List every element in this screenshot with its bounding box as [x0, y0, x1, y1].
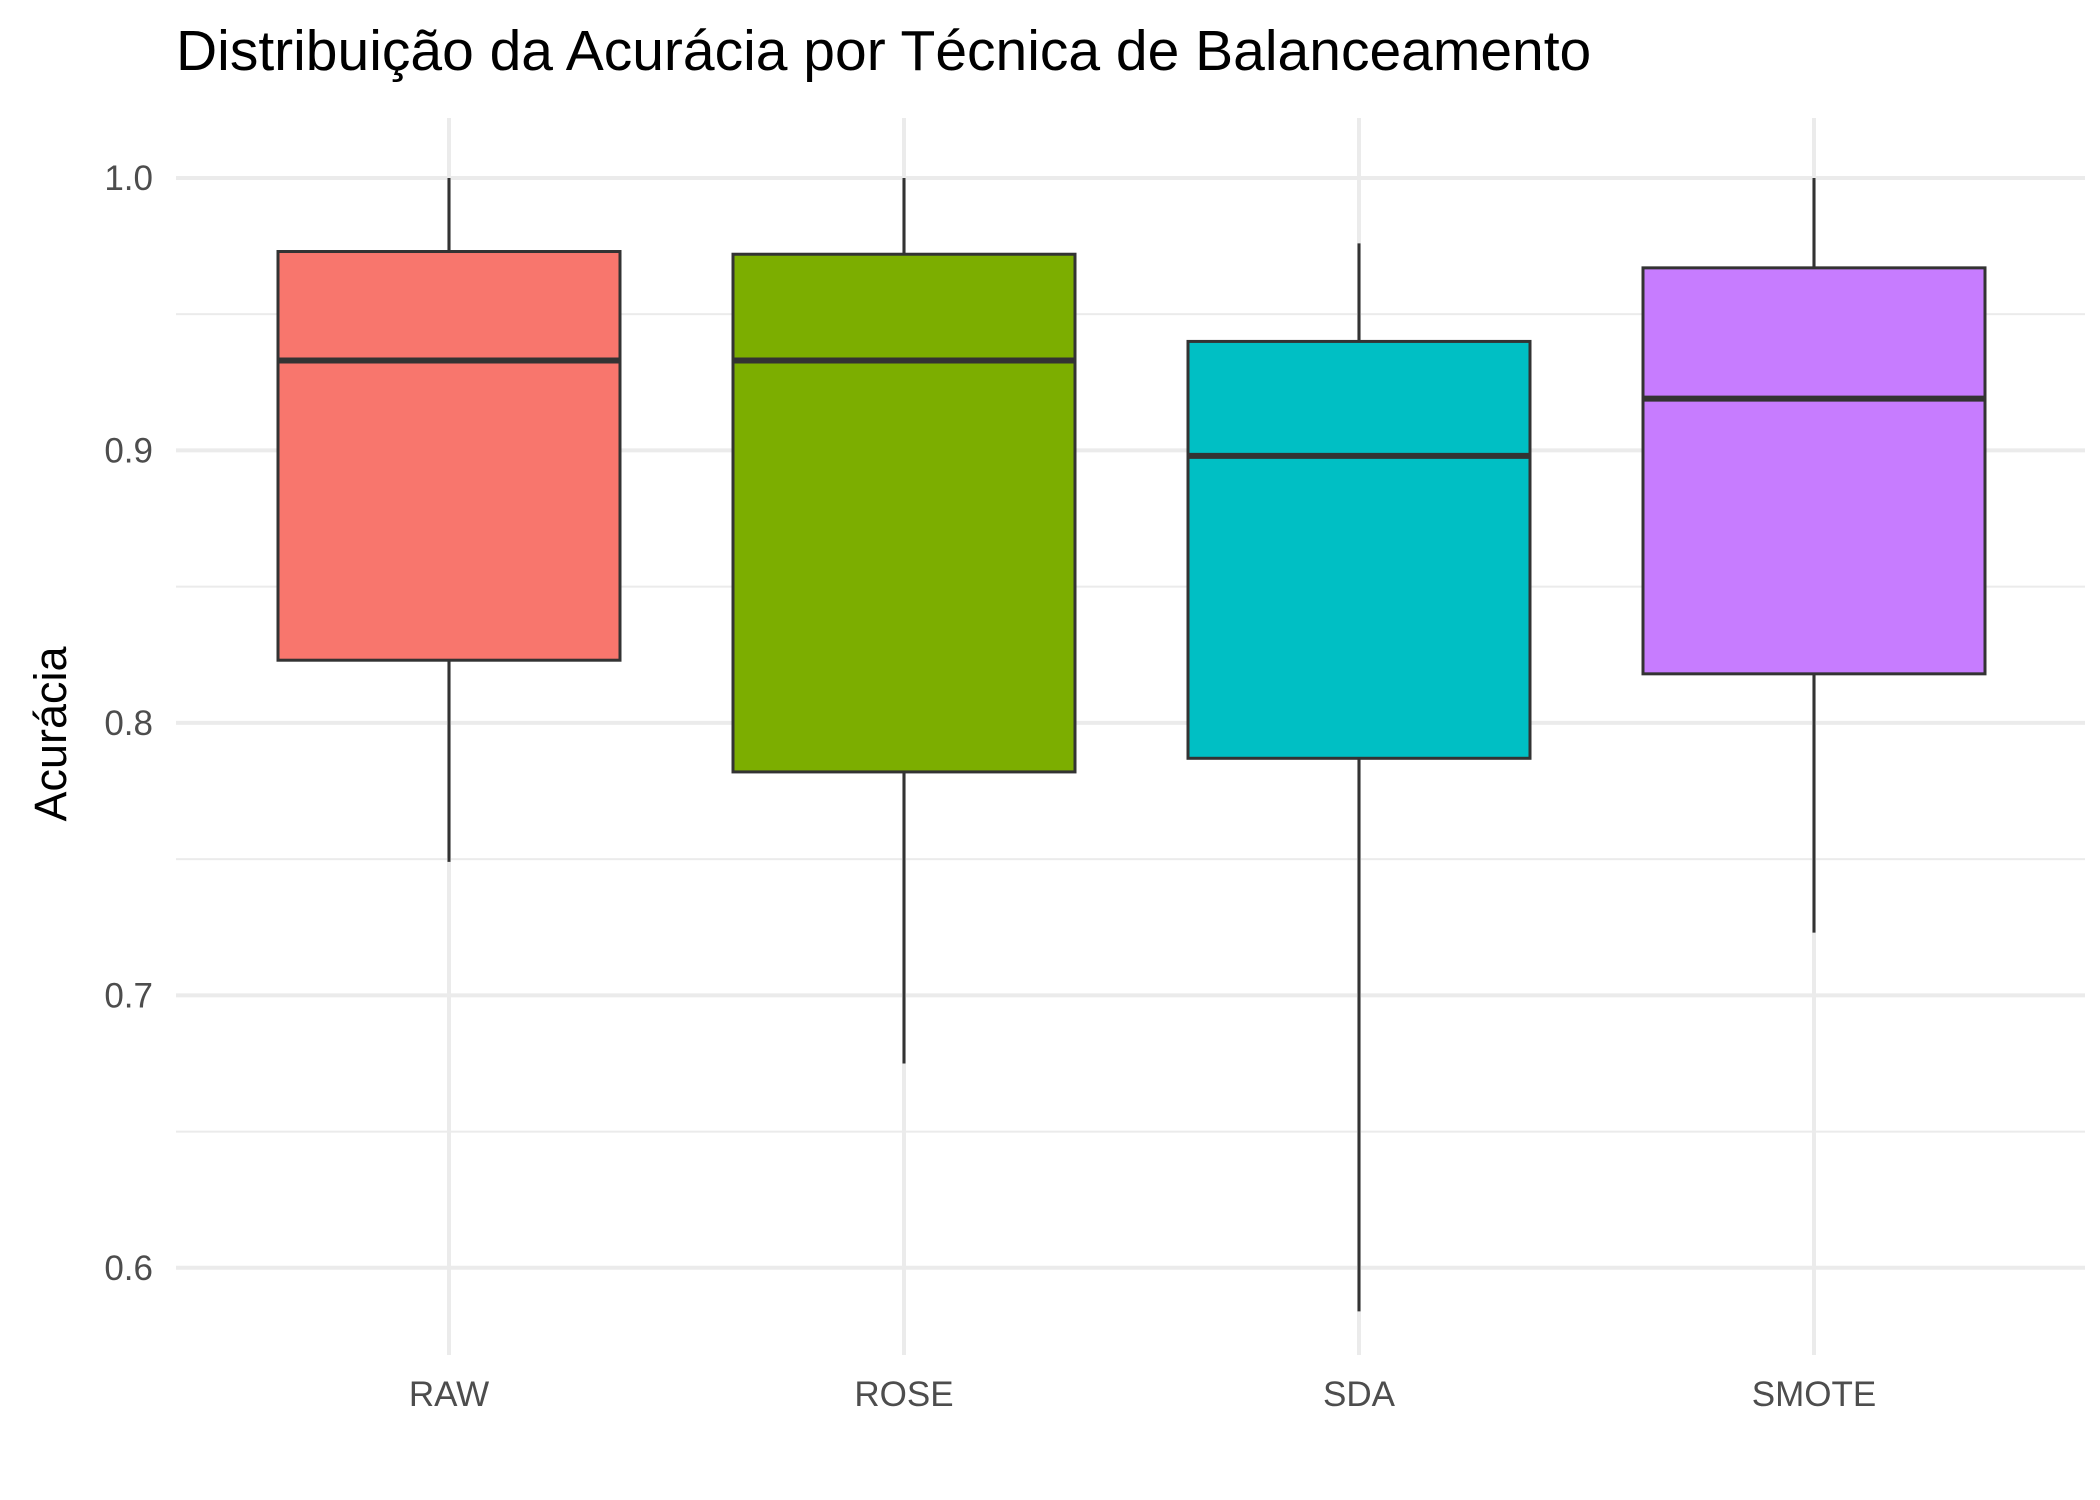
y-axis-title: Acurácia — [25, 645, 76, 821]
y-tick-label: 0.7 — [104, 976, 153, 1015]
boxplots — [276, 177, 1987, 1312]
x-tick-label-rose: ROSE — [854, 1375, 953, 1414]
box-sda — [1186, 339, 1532, 760]
y-tick-label: 1.0 — [104, 159, 153, 198]
x-tick-label-sda: SDA — [1323, 1375, 1396, 1414]
y-tick-label: 0.6 — [104, 1249, 153, 1288]
box-rose — [731, 252, 1077, 774]
x-tick-label-smote: SMOTE — [1752, 1375, 1876, 1414]
chart-title: Distribuição da Acurácia por Técnica de … — [176, 19, 1592, 83]
box-smote — [1641, 266, 1987, 676]
axis-labels: 0.6 0.7 0.8 0.9 1.0 RAW ROSE SDA SMOTE Acurácia — [25, 159, 1876, 1414]
box-raw — [276, 250, 622, 662]
y-tick-label: 0.9 — [104, 431, 153, 470]
x-tick-label-raw: RAW — [409, 1375, 489, 1414]
y-tick-label: 0.8 — [104, 704, 153, 743]
